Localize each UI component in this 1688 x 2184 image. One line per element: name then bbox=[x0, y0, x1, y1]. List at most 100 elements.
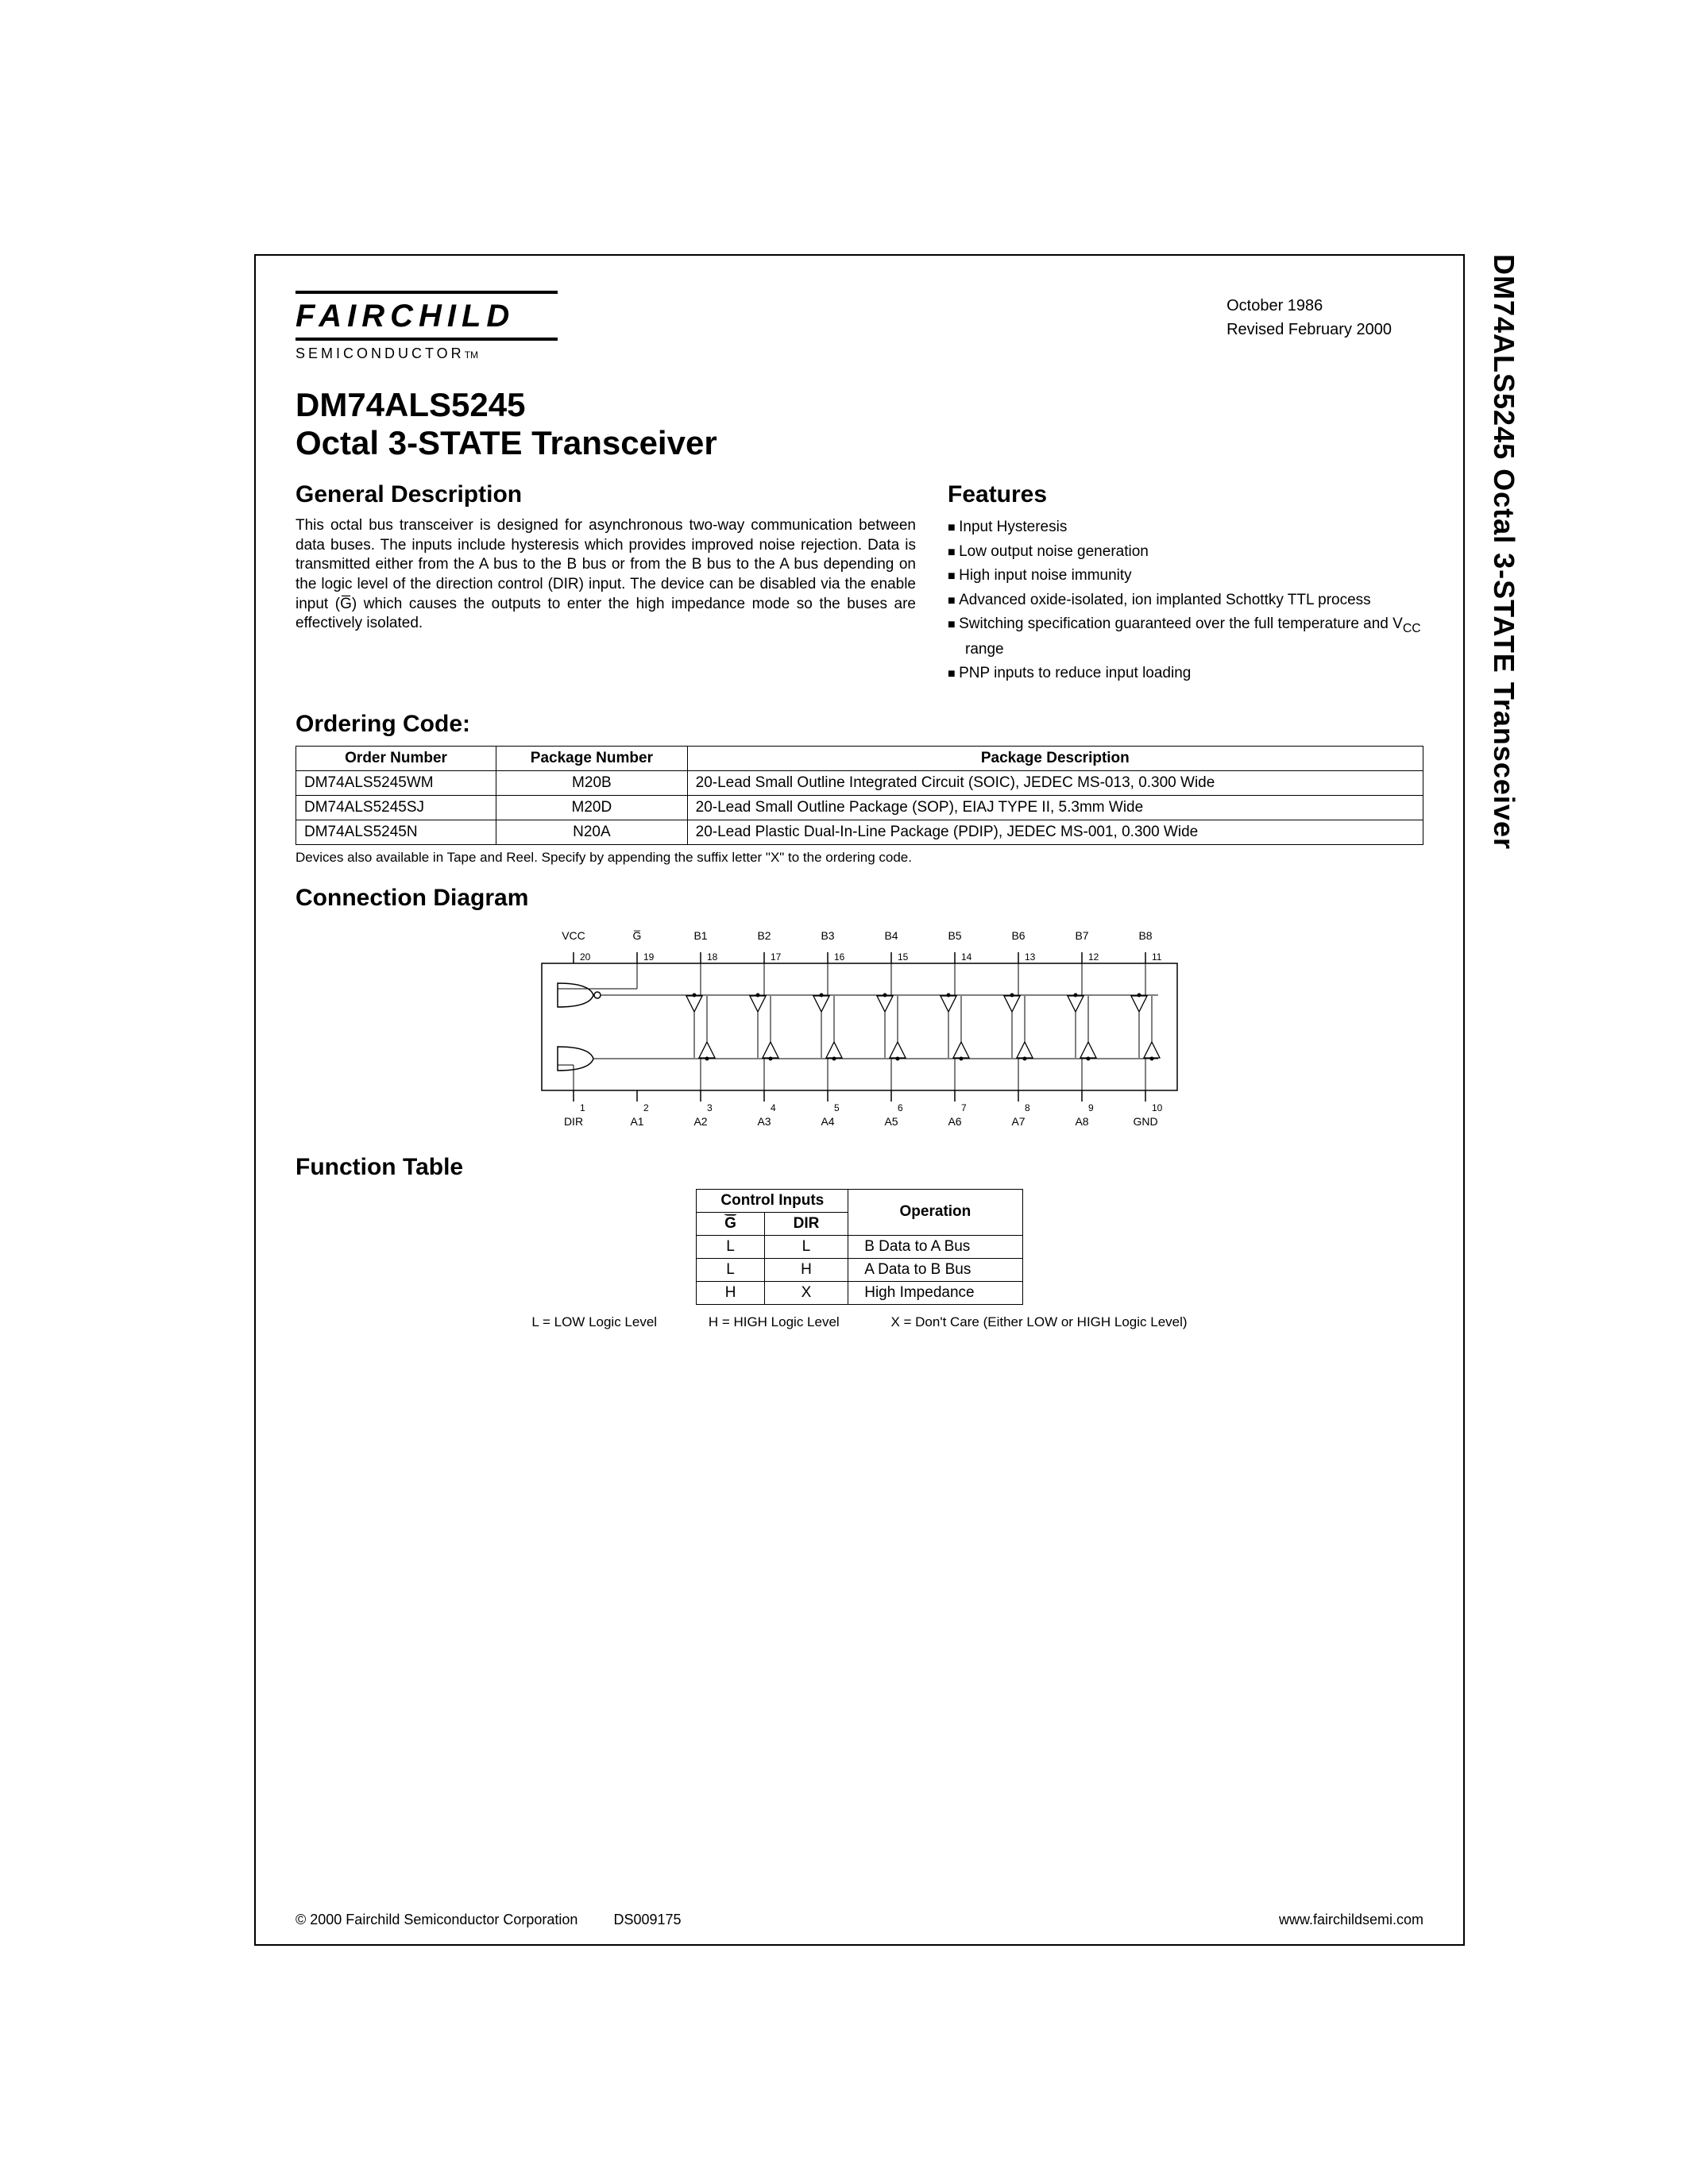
ft-legend: L = LOW Logic Level H = HIGH Logic Level… bbox=[295, 1314, 1423, 1330]
feature-list: Input HysteresisLow output noise generat… bbox=[948, 516, 1423, 685]
svg-text:A4: A4 bbox=[821, 1115, 834, 1128]
logo-name: FAIRCHILD bbox=[295, 299, 558, 334]
ordering-cell: DM74ALS5245WM bbox=[296, 770, 496, 795]
svg-text:17: 17 bbox=[771, 951, 782, 963]
ft-cell: L bbox=[764, 1235, 848, 1258]
svg-text:4: 4 bbox=[771, 1102, 776, 1113]
logo-sub: SEMICONDUCTORTM bbox=[295, 345, 558, 362]
ft-cell: H bbox=[697, 1281, 764, 1304]
svg-text:3: 3 bbox=[707, 1102, 713, 1113]
ft-cell: X bbox=[764, 1281, 848, 1304]
svg-text:8: 8 bbox=[1025, 1102, 1030, 1113]
ft-op-header: Operation bbox=[848, 1189, 1022, 1235]
svg-text:B7: B7 bbox=[1075, 929, 1088, 942]
svg-text:B1: B1 bbox=[693, 929, 707, 942]
ft-dir-header: DIR bbox=[764, 1212, 848, 1235]
connection-heading: Connection Diagram bbox=[295, 885, 1423, 912]
svg-text:6: 6 bbox=[898, 1102, 903, 1113]
function-table: Control Inputs Operation G̅ DIR LLB Data… bbox=[696, 1189, 1022, 1305]
svg-text:B2: B2 bbox=[757, 929, 771, 942]
ft-ctrl-header: Control Inputs bbox=[697, 1189, 848, 1212]
feature-item: PNP inputs to reduce input loading bbox=[948, 662, 1423, 685]
ordering-cell: M20D bbox=[496, 795, 688, 820]
features: Features Input HysteresisLow output nois… bbox=[948, 481, 1423, 687]
svg-text:5: 5 bbox=[834, 1102, 840, 1113]
svg-text:15: 15 bbox=[898, 951, 909, 963]
logo-sub-text: SEMICONDUCTOR bbox=[295, 345, 465, 361]
svg-text:1: 1 bbox=[580, 1102, 585, 1113]
ordering-table: Order NumberPackage NumberPackage Descri… bbox=[295, 746, 1423, 845]
general-description: General Description This octal bus trans… bbox=[295, 481, 916, 687]
ft-cell: H bbox=[764, 1258, 848, 1281]
ft-cell: A Data to B Bus bbox=[848, 1258, 1022, 1281]
title-part: DM74ALS5245 bbox=[295, 386, 1423, 424]
legend-l: L = LOW Logic Level bbox=[531, 1314, 657, 1329]
footer-copyright: © 2000 Fairchild Semiconductor Corporati… bbox=[295, 1912, 577, 1927]
svg-text:12: 12 bbox=[1088, 951, 1099, 963]
svg-text:9: 9 bbox=[1088, 1102, 1094, 1113]
svg-text:GND: GND bbox=[1133, 1115, 1157, 1128]
svg-text:A3: A3 bbox=[757, 1115, 771, 1128]
ordering-col-header: Package Number bbox=[496, 746, 688, 770]
ordering-section: Ordering Code: Order NumberPackage Numbe… bbox=[295, 711, 1423, 866]
gd-heading: General Description bbox=[295, 481, 916, 508]
function-section: Function Table Control Inputs Operation … bbox=[295, 1154, 1423, 1330]
date-revised: Revised February 2000 bbox=[1226, 318, 1392, 341]
ordering-cell: DM74ALS5245N bbox=[296, 820, 496, 844]
svg-text:A8: A8 bbox=[1075, 1115, 1088, 1128]
logo-block: FAIRCHILD SEMICONDUCTORTM bbox=[295, 287, 558, 362]
svg-text:10: 10 bbox=[1152, 1102, 1163, 1113]
svg-text:13: 13 bbox=[1025, 951, 1036, 963]
ordering-cell: DM74ALS5245SJ bbox=[296, 795, 496, 820]
ft-cell: B Data to A Bus bbox=[848, 1235, 1022, 1258]
svg-text:A2: A2 bbox=[693, 1115, 707, 1128]
ordering-col-header: Package Description bbox=[687, 746, 1423, 770]
connection-diagram: VCC20DIR1G̅19A12B118A23B217A34B316A45B41… bbox=[510, 920, 1209, 1134]
svg-text:DIR: DIR bbox=[564, 1115, 583, 1128]
svg-text:7: 7 bbox=[961, 1102, 967, 1113]
feature-item: High input noise immunity bbox=[948, 565, 1423, 588]
date-block: October 1986 Revised February 2000 bbox=[1226, 287, 1423, 341]
ordering-cell: M20B bbox=[496, 770, 688, 795]
svg-text:VCC: VCC bbox=[562, 929, 585, 942]
svg-text:B3: B3 bbox=[821, 929, 834, 942]
svg-text:11: 11 bbox=[1152, 951, 1162, 963]
svg-text:A1: A1 bbox=[630, 1115, 643, 1128]
ordering-cell: N20A bbox=[496, 820, 688, 844]
svg-text:B6: B6 bbox=[1011, 929, 1025, 942]
ft-cell: High Impedance bbox=[848, 1281, 1022, 1304]
ordering-cell: 20-Lead Plastic Dual-In-Line Package (PD… bbox=[687, 820, 1423, 844]
svg-text:A5: A5 bbox=[884, 1115, 898, 1128]
ft-heading: Function Table bbox=[295, 1154, 1423, 1181]
ft-g-header: G̅ bbox=[697, 1212, 764, 1235]
svg-text:18: 18 bbox=[707, 951, 718, 963]
svg-text:A7: A7 bbox=[1011, 1115, 1025, 1128]
features-heading: Features bbox=[948, 481, 1423, 508]
svg-text:19: 19 bbox=[643, 951, 655, 963]
ft-cell: L bbox=[697, 1235, 764, 1258]
footer-ds: DS009175 bbox=[613, 1912, 681, 1927]
ordering-note: Devices also available in Tape and Reel.… bbox=[295, 850, 1423, 866]
legend-h: H = HIGH Logic Level bbox=[709, 1314, 840, 1329]
feature-item: Low output noise generation bbox=[948, 541, 1423, 564]
ft-row: LHA Data to B Bus bbox=[697, 1258, 1022, 1281]
svg-text:B5: B5 bbox=[948, 929, 961, 942]
footer-url: www.fairchildsemi.com bbox=[1279, 1912, 1423, 1928]
ordering-row: DM74ALS5245SJM20D20-Lead Small Outline P… bbox=[296, 795, 1423, 820]
feature-item: Switching specification guaranteed over … bbox=[948, 613, 1423, 661]
svg-text:B8: B8 bbox=[1138, 929, 1152, 942]
svg-text:16: 16 bbox=[834, 951, 845, 963]
svg-text:14: 14 bbox=[961, 951, 972, 963]
footer: © 2000 Fairchild Semiconductor Corporati… bbox=[295, 1912, 1423, 1928]
ordering-heading: Ordering Code: bbox=[295, 711, 1423, 738]
legend-x: X = Don't Care (Either LOW or HIGH Logic… bbox=[890, 1314, 1187, 1329]
svg-text:20: 20 bbox=[580, 951, 591, 963]
feature-item: Input Hysteresis bbox=[948, 516, 1423, 539]
title-desc: Octal 3-STATE Transceiver bbox=[295, 424, 1423, 462]
ordering-row: DM74ALS5245NN20A20-Lead Plastic Dual-In-… bbox=[296, 820, 1423, 844]
feature-item: Advanced oxide-isolated, ion implanted S… bbox=[948, 589, 1423, 612]
date-created: October 1986 bbox=[1226, 294, 1392, 318]
connection-section: Connection Diagram VCC20DIR1G̅19A12B118A… bbox=[295, 885, 1423, 1138]
side-title: DM74ALS5245 Octal 3-STATE Transceiver bbox=[1487, 254, 1520, 850]
ft-cell: L bbox=[697, 1258, 764, 1281]
